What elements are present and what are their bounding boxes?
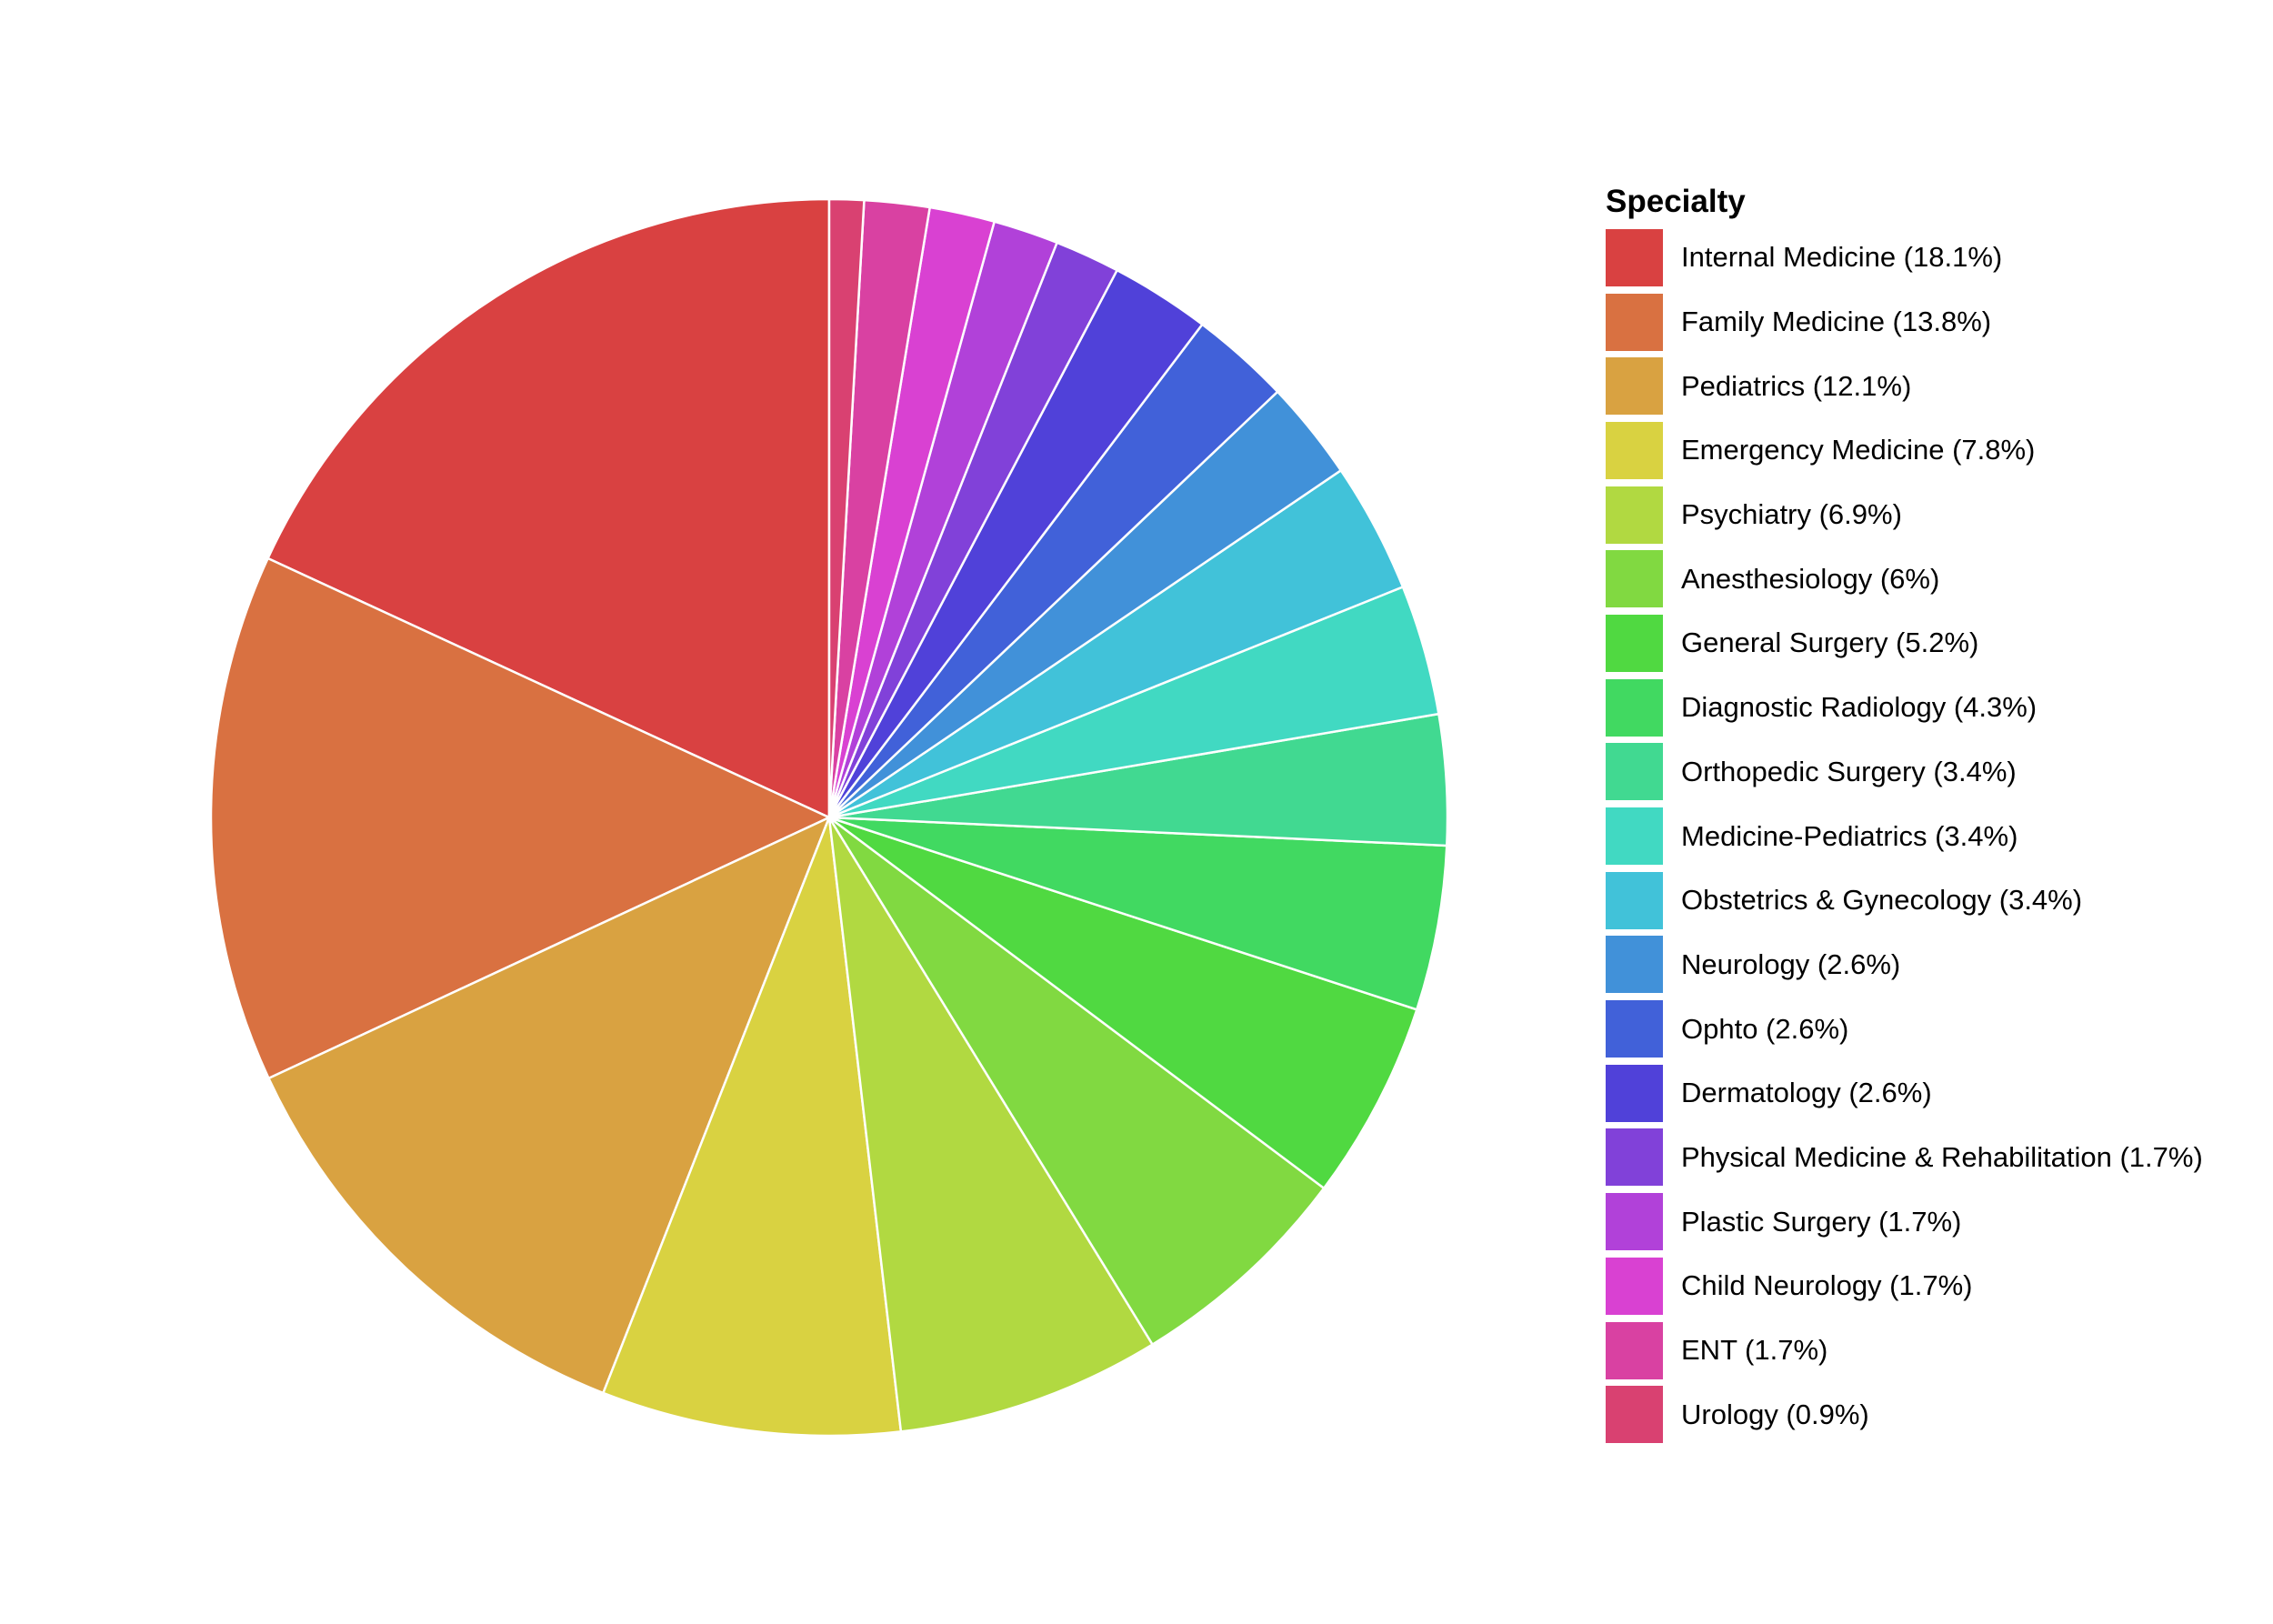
pie-slice-general-surgery — [827, 816, 1418, 1190]
legend-label: Plastic Surgery (1.7%) — [1681, 1205, 1962, 1238]
legend-label: Medicine-Pediatrics (3.4%) — [1681, 819, 2018, 852]
legend-swatch — [1606, 1257, 1663, 1315]
legend-swatch — [1606, 871, 1663, 929]
legend-swatch — [1606, 1386, 1663, 1444]
legend-item-anesthesiology: Anesthesiology (6%) — [1606, 546, 2203, 611]
legend-item-medicine-pediatrics: Medicine-Pediatrics (3.4%) — [1606, 804, 2203, 868]
legend-label: Physical Medicine & Rehabilitation (1.7%… — [1681, 1140, 2203, 1173]
legend-swatch — [1606, 550, 1663, 608]
legend-swatch — [1606, 228, 1663, 286]
pie-slice-family-medicine — [209, 556, 831, 1080]
legend-item-psychiatry: Psychiatry (6.9%) — [1606, 483, 2203, 547]
legend-item-obstetrics-gynecology: Obstetrics & Gynecology (3.4%) — [1606, 868, 2203, 933]
legend-label: Obstetrics & Gynecology (3.4%) — [1681, 884, 2083, 917]
legend: Specialty Internal Medicine (18.1%) Famil… — [1606, 178, 2203, 1447]
legend-item-child-neurology: Child Neurology (1.7%) — [1606, 1254, 2203, 1318]
legend-items: Internal Medicine (18.1%) Family Medicine… — [1606, 226, 2203, 1447]
legend-label: Internal Medicine (18.1%) — [1681, 241, 2003, 274]
legend-label: Psychiatry (6.9%) — [1681, 498, 1902, 531]
legend-item-physical-medicine-rehabilitation: Physical Medicine & Rehabilitation (1.7%… — [1606, 1126, 2203, 1190]
legend-swatch — [1606, 936, 1663, 994]
legend-swatch — [1606, 293, 1663, 351]
pie-slice-diagnostic-radiology — [827, 816, 1448, 1011]
legend-swatch — [1606, 1064, 1663, 1122]
legend-label: Dermatology (2.6%) — [1681, 1077, 1932, 1109]
legend-item-dermatology: Dermatology (2.6%) — [1606, 1061, 2203, 1126]
legend-swatch — [1606, 357, 1663, 416]
legend-label: Neurology (2.6%) — [1681, 947, 1901, 980]
pie-slice-internal-medicine — [266, 197, 831, 819]
legend-swatch — [1606, 1128, 1663, 1187]
legend-swatch — [1606, 807, 1663, 866]
legend-item-internal-medicine: Internal Medicine (18.1%) — [1606, 226, 2203, 290]
legend-swatch — [1606, 1000, 1663, 1058]
pie-slice-emergency-medicine — [602, 816, 903, 1438]
legend-swatch — [1606, 743, 1663, 801]
legend-label: Urology (0.9%) — [1681, 1398, 1869, 1430]
legend-swatch — [1606, 678, 1663, 737]
legend-swatch — [1606, 486, 1663, 544]
pie-slice-anesthesiology — [827, 816, 1326, 1346]
legend-swatch — [1606, 421, 1663, 479]
legend-swatch — [1606, 614, 1663, 672]
legend-item-family-medicine: Family Medicine (13.8%) — [1606, 290, 2203, 355]
pie-slice-psychiatry — [827, 816, 1154, 1433]
legend-label: Pediatrics (12.1%) — [1681, 369, 1912, 402]
legend-swatch — [1606, 1321, 1663, 1379]
legend-label: General Surgery (5.2%) — [1681, 627, 1979, 659]
legend-title: Specialty — [1606, 184, 1746, 219]
legend-label: Emergency Medicine (7.8%) — [1681, 434, 2036, 466]
legend-item-neurology: Neurology (2.6%) — [1606, 933, 2203, 997]
legend-item-plastic-surgery: Plastic Surgery (1.7%) — [1606, 1189, 2203, 1254]
legend-swatch — [1606, 1193, 1663, 1251]
legend-label: Child Neurology (1.7%) — [1681, 1269, 1973, 1302]
legend-label: Orthopedic Surgery (3.4%) — [1681, 755, 2017, 787]
legend-item-general-surgery: General Surgery (5.2%) — [1606, 611, 2203, 676]
legend-label: Diagnostic Radiology (4.3%) — [1681, 691, 2038, 724]
pie-slice-urology — [827, 197, 866, 819]
legend-item-ent: ENT (1.7%) — [1606, 1318, 2203, 1383]
legend-item-diagnostic-radiology: Diagnostic Radiology (4.3%) — [1606, 676, 2203, 740]
legend-item-urology: Urology (0.9%) — [1606, 1382, 2203, 1447]
pie-slice-pediatrics — [267, 816, 831, 1395]
legend-item-orthopedic-surgery: Orthopedic Surgery (3.4%) — [1606, 740, 2203, 805]
legend-label: Anesthesiology (6%) — [1681, 562, 1940, 595]
pie-slices — [209, 197, 1449, 1438]
legend-label: ENT (1.7%) — [1681, 1334, 1828, 1367]
legend-label: Family Medicine (13.8%) — [1681, 306, 1992, 338]
legend-label: Ophto (2.6%) — [1681, 1012, 1849, 1045]
legend-item-emergency-medicine: Emergency Medicine (7.8%) — [1606, 418, 2203, 483]
legend-item-ophto: Ophto (2.6%) — [1606, 997, 2203, 1061]
legend-item-pediatrics: Pediatrics (12.1%) — [1606, 354, 2203, 418]
